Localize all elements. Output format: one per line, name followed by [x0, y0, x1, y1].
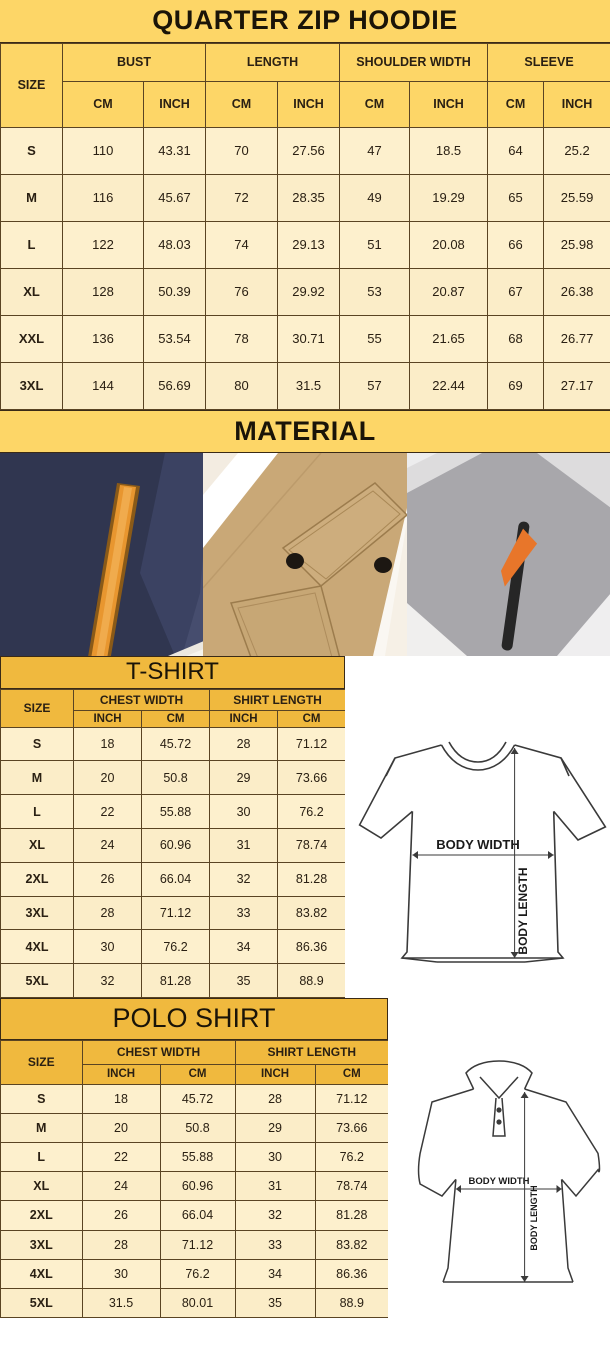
svg-text:BODY WIDTH: BODY WIDTH [468, 1176, 529, 1187]
svg-text:BODY LENGTH: BODY LENGTH [516, 867, 530, 954]
svg-text:BODY LENGTH: BODY LENGTH [529, 1185, 539, 1250]
svg-text:BODY WIDTH: BODY WIDTH [436, 837, 520, 852]
